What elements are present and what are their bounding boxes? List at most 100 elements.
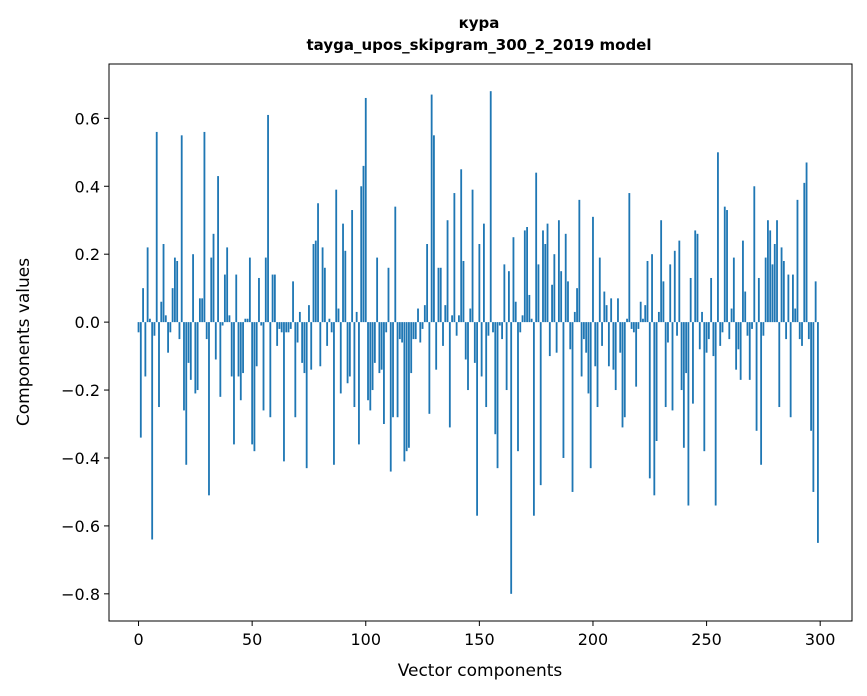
bar-216 bbox=[628, 193, 631, 323]
bar-259 bbox=[726, 210, 728, 323]
bar-230 bbox=[660, 220, 663, 323]
bar-119 bbox=[408, 322, 410, 448]
bar-211 bbox=[617, 298, 619, 323]
bar-274 bbox=[760, 322, 763, 465]
x-tick-label: 200 bbox=[578, 630, 609, 649]
bar-238 bbox=[678, 240, 681, 323]
bar-79 bbox=[317, 203, 319, 323]
bar-181 bbox=[548, 322, 551, 357]
bar-260 bbox=[728, 322, 731, 340]
bar-262 bbox=[732, 257, 735, 323]
bar-191 bbox=[571, 322, 574, 492]
bar-194 bbox=[578, 199, 581, 323]
bar-279 bbox=[771, 264, 774, 323]
bar-297 bbox=[812, 322, 815, 492]
bar-146 bbox=[469, 308, 472, 323]
bar-101 bbox=[367, 322, 369, 401]
bar-249 bbox=[703, 322, 706, 452]
bar-186 bbox=[560, 271, 563, 323]
bar-57 bbox=[267, 114, 269, 323]
bar-195 bbox=[580, 322, 583, 377]
bar-144 bbox=[464, 322, 467, 360]
bar-123 bbox=[417, 308, 419, 323]
bar-221 bbox=[639, 301, 642, 323]
bar-234 bbox=[669, 264, 672, 323]
bar-26 bbox=[196, 322, 199, 391]
bar-99 bbox=[362, 165, 365, 323]
bar-132 bbox=[437, 267, 440, 323]
bar-90 bbox=[342, 223, 344, 323]
bar-59 bbox=[271, 274, 274, 323]
bar-116 bbox=[401, 322, 404, 343]
bar-73 bbox=[303, 322, 306, 374]
bar-129 bbox=[430, 94, 433, 323]
bar-36 bbox=[219, 322, 222, 397]
bar-203 bbox=[598, 257, 601, 323]
bar-93 bbox=[348, 322, 351, 377]
bar-161 bbox=[503, 264, 506, 323]
bar-235 bbox=[671, 322, 674, 411]
bar-69 bbox=[294, 322, 297, 418]
bar-162 bbox=[505, 322, 508, 391]
bar-106 bbox=[378, 322, 381, 374]
bar-264 bbox=[737, 322, 740, 350]
bar-1 bbox=[139, 322, 142, 438]
bar-289 bbox=[794, 308, 797, 323]
y-tick-label: 0.6 bbox=[75, 109, 100, 128]
bar-27 bbox=[198, 298, 201, 323]
bar-232 bbox=[664, 322, 667, 408]
bar-187 bbox=[562, 322, 565, 458]
bar-299 bbox=[817, 322, 819, 543]
bar-215 bbox=[626, 318, 628, 323]
bar-241 bbox=[685, 322, 688, 374]
chart-subtitle: tayga_upos_skipgram_300_2_2019 model bbox=[307, 36, 652, 54]
bar-155 bbox=[489, 91, 492, 323]
bar-200 bbox=[592, 216, 594, 323]
bar-11 bbox=[162, 244, 165, 323]
bar-246 bbox=[696, 233, 699, 323]
bar-76 bbox=[310, 322, 313, 370]
bar-226 bbox=[651, 254, 653, 323]
bar-118 bbox=[405, 322, 408, 452]
bar-111 bbox=[389, 322, 392, 472]
bar-33 bbox=[212, 233, 215, 323]
bar-85 bbox=[330, 322, 333, 333]
bar-63 bbox=[280, 322, 283, 333]
bar-151 bbox=[480, 322, 483, 377]
bar-183 bbox=[553, 254, 556, 323]
bar-280 bbox=[773, 244, 776, 323]
bar-159 bbox=[498, 322, 501, 326]
bar-295 bbox=[807, 322, 810, 340]
bar-273 bbox=[757, 277, 760, 323]
x-axis-label: Vector components bbox=[398, 661, 563, 681]
bar-28 bbox=[201, 298, 204, 323]
bar-72 bbox=[301, 322, 304, 363]
bar-29 bbox=[203, 131, 206, 323]
bar-261 bbox=[730, 308, 733, 323]
bar-80 bbox=[319, 322, 322, 367]
bar-47 bbox=[244, 318, 247, 323]
bar-252 bbox=[710, 277, 713, 323]
bar-288 bbox=[792, 274, 794, 323]
bar-113 bbox=[394, 206, 397, 323]
bar-219 bbox=[635, 322, 638, 387]
x-tick-label: 250 bbox=[691, 630, 722, 649]
bar-46 bbox=[242, 322, 244, 374]
bar-9 bbox=[158, 322, 160, 408]
bar-240 bbox=[682, 322, 685, 448]
bar-244 bbox=[692, 322, 694, 404]
bar-233 bbox=[667, 322, 669, 343]
y-tick-label: 0.4 bbox=[75, 177, 100, 196]
bar-16 bbox=[173, 257, 176, 323]
bar-196 bbox=[582, 322, 585, 340]
bar-263 bbox=[735, 322, 738, 370]
bar-217 bbox=[630, 322, 633, 329]
bar-248 bbox=[701, 311, 703, 323]
bar-209 bbox=[612, 322, 615, 370]
bar-239 bbox=[680, 322, 683, 391]
plot-frame bbox=[108, 63, 853, 622]
bar-48 bbox=[246, 318, 249, 323]
bar-166 bbox=[514, 301, 517, 323]
bar-42 bbox=[233, 322, 235, 445]
bar-49 bbox=[248, 257, 251, 323]
